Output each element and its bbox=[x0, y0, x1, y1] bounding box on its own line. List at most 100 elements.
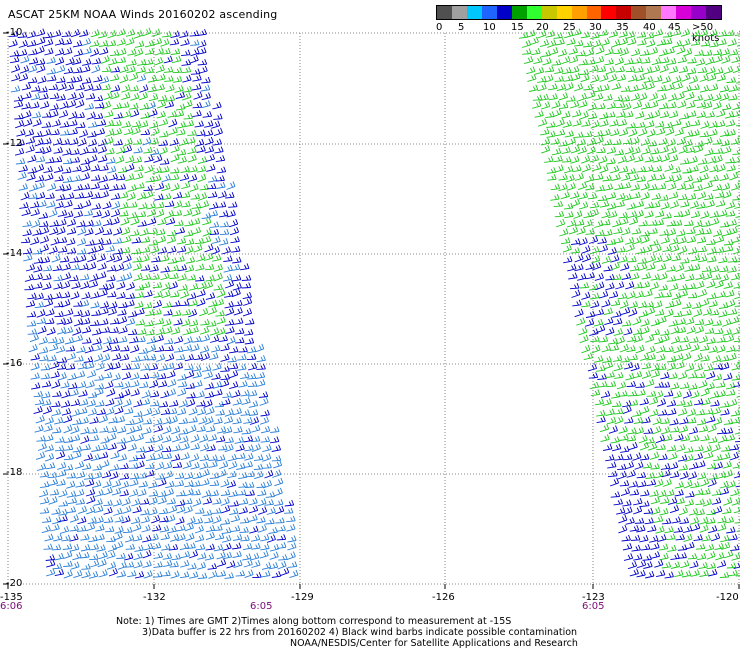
wind-barb bbox=[713, 454, 723, 462]
wind-barb bbox=[95, 400, 105, 407]
wind-barb bbox=[199, 307, 209, 317]
wind-barb bbox=[655, 525, 665, 534]
wind-barb bbox=[639, 441, 650, 451]
wind-barb bbox=[224, 301, 234, 309]
wind-barb bbox=[719, 480, 729, 489]
wind-barb bbox=[676, 182, 687, 191]
wind-barb bbox=[245, 489, 255, 496]
wind-barb bbox=[649, 281, 659, 290]
wind-barb bbox=[109, 73, 120, 82]
wind-barb bbox=[636, 569, 646, 578]
wind-barb bbox=[82, 199, 92, 208]
wind-barb bbox=[190, 47, 200, 57]
wind-barb bbox=[197, 552, 207, 560]
wind-barb bbox=[603, 94, 613, 102]
wind-barb bbox=[103, 486, 113, 496]
wind-barb bbox=[632, 236, 642, 245]
wind-barb bbox=[611, 39, 621, 48]
wind-barb bbox=[138, 480, 148, 488]
wind-barb bbox=[660, 56, 670, 64]
wind-barb bbox=[656, 398, 667, 407]
wind-barb bbox=[726, 76, 737, 83]
wind-barb bbox=[628, 480, 639, 488]
wind-barb bbox=[60, 400, 71, 408]
wind-barb bbox=[646, 254, 657, 263]
wind-barb bbox=[658, 48, 668, 57]
wind-barb bbox=[72, 40, 83, 48]
wind-barb bbox=[139, 120, 149, 128]
wind-barb bbox=[251, 542, 261, 550]
wind-barb bbox=[185, 370, 195, 379]
wind-barb bbox=[726, 562, 737, 569]
wind-barb bbox=[650, 463, 660, 470]
wind-barb bbox=[691, 30, 701, 37]
wind-barb bbox=[58, 109, 69, 119]
wind-barb bbox=[716, 389, 726, 398]
wind-barb bbox=[720, 401, 730, 408]
wind-barb bbox=[629, 216, 639, 226]
wind-barb bbox=[663, 37, 673, 45]
wind-barb bbox=[187, 292, 197, 300]
wind-barb bbox=[556, 218, 566, 228]
wind-barb bbox=[614, 236, 624, 244]
wind-barb bbox=[29, 333, 39, 343]
wind-barb bbox=[672, 118, 682, 127]
wind-barb bbox=[145, 469, 155, 478]
wind-barb bbox=[661, 517, 672, 525]
wind-barb bbox=[649, 535, 659, 543]
wind-barb bbox=[629, 264, 640, 272]
wind-barb bbox=[187, 562, 197, 570]
wind-barb bbox=[35, 174, 45, 183]
wind-barb bbox=[688, 507, 699, 516]
wind-barb bbox=[660, 463, 671, 470]
wind-barb bbox=[607, 461, 617, 469]
wind-barb bbox=[669, 191, 679, 200]
lon-label-123: -123 bbox=[582, 592, 605, 603]
wind-barb bbox=[213, 283, 223, 291]
wind-barb bbox=[636, 471, 647, 479]
wind-barb bbox=[705, 111, 715, 118]
wind-barb bbox=[714, 235, 725, 244]
wind-barb bbox=[659, 64, 669, 73]
wind-barb bbox=[650, 363, 660, 372]
wind-barb bbox=[266, 534, 276, 543]
lat-label-14: -14 bbox=[6, 248, 23, 259]
wind-barb bbox=[588, 235, 599, 244]
wind-barb bbox=[36, 317, 47, 325]
wind-barb bbox=[558, 140, 568, 147]
wind-barb bbox=[194, 138, 205, 147]
wind-barb bbox=[676, 326, 687, 334]
wind-barb bbox=[694, 488, 704, 496]
wind-barb bbox=[106, 274, 116, 282]
wind-barb bbox=[719, 273, 729, 282]
wind-barb bbox=[566, 37, 576, 46]
wind-barb bbox=[108, 567, 118, 577]
wind-barb bbox=[34, 398, 45, 406]
wind-barb bbox=[135, 307, 145, 316]
wind-barb bbox=[130, 388, 140, 397]
wind-barb bbox=[30, 362, 40, 371]
wind-barb bbox=[558, 173, 568, 181]
wind-barb bbox=[26, 311, 37, 318]
wind-barb bbox=[116, 28, 126, 37]
wind-barb bbox=[624, 110, 634, 118]
wind-barb bbox=[537, 83, 547, 92]
wind-barb bbox=[64, 210, 74, 219]
wind-barb bbox=[695, 409, 705, 416]
wind-barb bbox=[244, 337, 255, 345]
wind-barb bbox=[708, 28, 718, 37]
wind-barb bbox=[593, 318, 604, 327]
wind-barb bbox=[731, 55, 740, 64]
wind-barb bbox=[126, 426, 136, 435]
wind-barb bbox=[169, 38, 180, 46]
wind-barb bbox=[648, 442, 658, 451]
wind-barb bbox=[273, 487, 283, 497]
wind-barb bbox=[636, 175, 646, 183]
wind-barb bbox=[72, 165, 82, 172]
wind-barb bbox=[148, 93, 159, 102]
wind-barb bbox=[634, 517, 645, 524]
wind-barb bbox=[703, 101, 713, 109]
wind-barb bbox=[601, 219, 611, 226]
wind-barb bbox=[72, 445, 82, 453]
wind-barb bbox=[628, 354, 638, 361]
